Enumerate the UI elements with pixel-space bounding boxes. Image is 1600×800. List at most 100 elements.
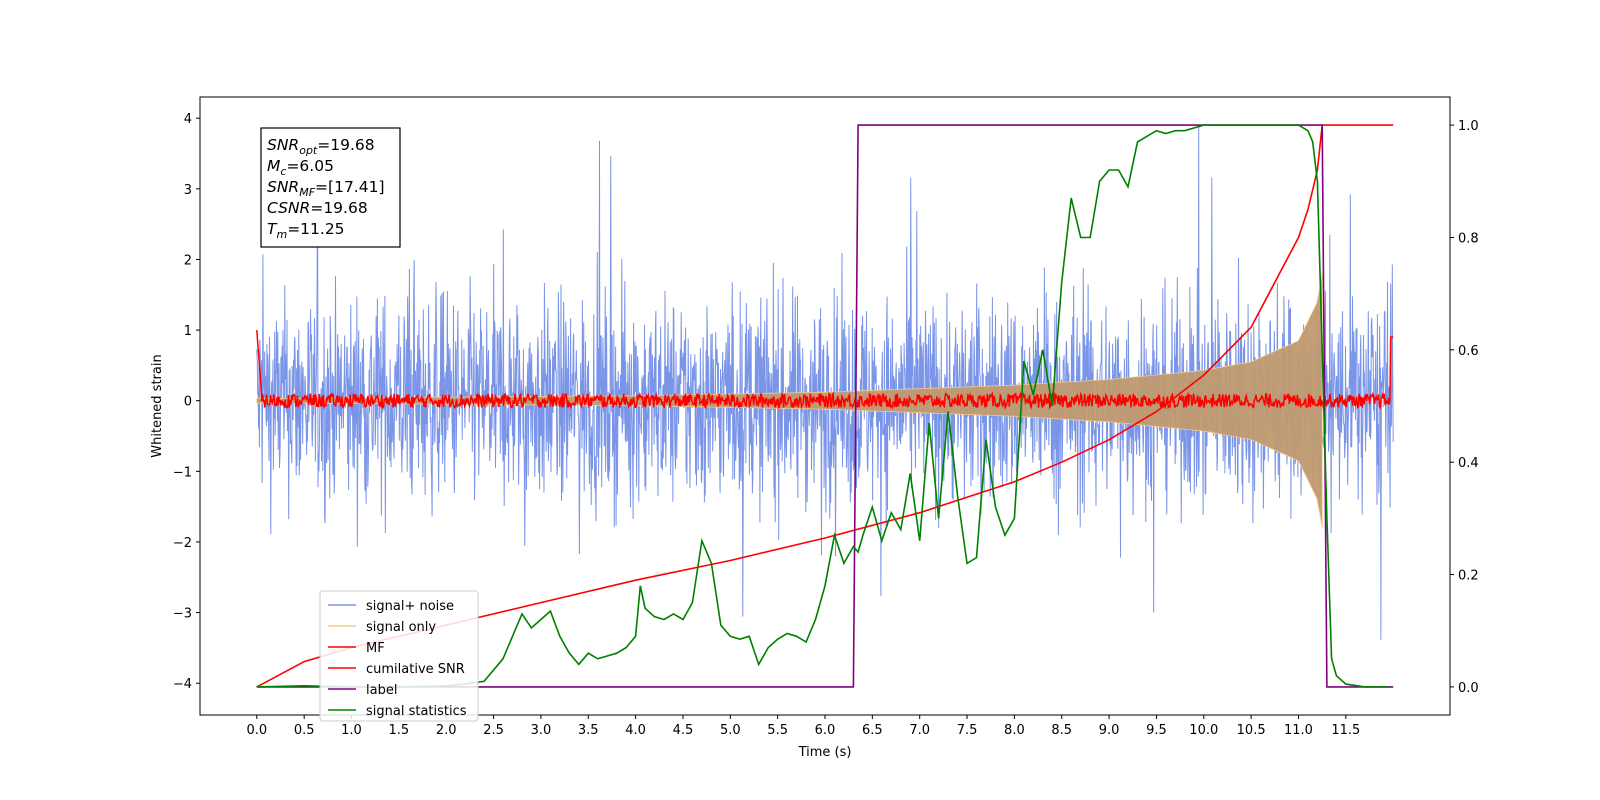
y-tick: 1 [184,324,200,339]
x-tick: 0.0 [246,715,267,738]
x-tick: 2.5 [483,715,504,738]
x-tick-label: 3.0 [531,723,552,738]
y2-tick-label: 1.0 [1458,119,1479,134]
x-tick-label: 7.5 [957,723,978,738]
x-tick-label: 10.5 [1237,723,1266,738]
x-tick: 10.0 [1189,715,1218,738]
x-tick-label: 4.5 [673,723,694,738]
y-axis-label: Whitened strain [150,354,165,457]
y-tick-label: −3 [173,607,192,622]
y2-tick-label: 0.4 [1458,456,1479,471]
x-tick-label: 10.0 [1189,723,1218,738]
x-tick-label: 5.0 [720,723,741,738]
y-tick-label: 0 [184,395,192,410]
legend-label: MF [366,641,385,656]
legend-frame [319,590,479,722]
x-tick: 7.0 [909,715,930,738]
y-tick: 4 [184,112,200,127]
legend: signal+ noise signal only MF cumilative SNR… [319,590,479,722]
legend-entry: label [328,683,397,698]
x-tick-label: 9.0 [1099,723,1120,738]
y2-tick-label: 0.2 [1458,569,1479,584]
y-tick: 3 [184,183,200,198]
series-mf [256,330,1394,411]
y2-tick-label: 0.0 [1458,681,1479,696]
y-tick: −2 [173,536,200,551]
y2-tick: 1.0 [1450,119,1479,134]
stats-line: Tm=11.25 [267,220,345,241]
x-tick-label: 1.5 [389,723,410,738]
x-tick-label: 6.0 [815,723,836,738]
y-tick: −4 [173,677,200,692]
x-tick: 4.5 [673,715,694,738]
legend-entry: signal statistics [328,704,467,719]
x-tick-label: 11.0 [1284,723,1313,738]
y-tick-label: 1 [184,324,192,339]
y-tick: 2 [184,253,200,268]
y-axis-ticks: −4 −3 −2 −1 0 1 2 3 4 [173,112,200,692]
x-tick-label: 4.0 [625,723,646,738]
x-tick: 9.5 [1146,715,1167,738]
stats-line: SNRMF=[17.41] [267,178,385,199]
x-tick: 8.5 [1051,715,1072,738]
x-tick-label: 1.0 [341,723,362,738]
x-axis-ticks: 0.0 0.5 1.0 1.5 2.0 2.5 3.0 3.5 4.0 4.5 5.0 5.5 6.0 6… [246,715,1360,738]
series-signal-statistics [256,124,1389,688]
x-tick-label: 8.5 [1051,723,1072,738]
series-signal-only [256,273,1323,528]
y2-tick: 0.6 [1450,344,1479,359]
x-tick-label: 8.0 [1004,723,1025,738]
y-tick-label: 3 [184,183,192,198]
y2-axis-ticks: 0.0 0.2 0.4 0.6 0.8 1.0 [1450,119,1479,696]
x-tick: 3.5 [578,715,599,738]
y-tick-label: 2 [184,253,192,268]
legend-label: cumilative SNR [366,662,465,677]
y2-tick: 0.4 [1450,456,1479,471]
legend-entry: MF [328,641,385,656]
stats-box: SNRopt=19.68Mc=6.05SNRMF=[17.41]CSNR=19.… [260,127,401,248]
y2-tick: 0.2 [1450,569,1479,584]
stats-box-frame [260,127,401,248]
x-tick-label: 11.5 [1331,723,1360,738]
y-tick-label: 4 [184,112,192,127]
y-tick-label: −4 [173,677,192,692]
x-tick-label: 5.5 [767,723,788,738]
x-tick: 10.5 [1237,715,1266,738]
x-tick: 7.5 [957,715,978,738]
y2-tick: 0.0 [1450,681,1479,696]
y-tick: 0 [184,395,200,410]
legend-label: signal only [366,620,436,635]
y2-tick: 0.8 [1450,231,1479,246]
x-tick: 9.0 [1099,715,1120,738]
x-tick-label: 6.5 [862,723,883,738]
x-tick-label: 0.0 [246,723,267,738]
legend-entry: signal+ noise [328,599,454,614]
x-tick-label: 9.5 [1146,723,1167,738]
y2-tick-label: 0.6 [1458,344,1479,359]
x-tick: 6.5 [862,715,883,738]
stats-line: Mc=6.05 [267,157,334,178]
x-tick-label: 2.0 [436,723,457,738]
x-tick-label: 3.5 [578,723,599,738]
x-tick: 11.0 [1284,715,1313,738]
x-tick: 6.0 [815,715,836,738]
x-tick: 3.0 [531,715,552,738]
x-axis-label: Time (s) [798,745,852,760]
y-tick: −3 [173,607,200,622]
y-tick: −1 [173,465,200,480]
x-tick-label: 7.0 [909,723,930,738]
series-label [256,124,1394,688]
stats-line: CSNR=19.68 [267,199,368,217]
x-tick-label: 2.5 [483,723,504,738]
legend-label: signal+ noise [366,599,454,614]
y-tick-label: −2 [173,536,192,551]
legend-entry: cumilative SNR [328,662,465,677]
series-layer [256,124,1394,688]
x-tick: 5.5 [767,715,788,738]
legend-label: label [366,683,397,698]
legend-entry: signal only [328,620,436,635]
x-tick: 11.5 [1331,715,1360,738]
x-tick: 0.5 [294,715,315,738]
y2-tick-label: 0.8 [1458,231,1479,246]
